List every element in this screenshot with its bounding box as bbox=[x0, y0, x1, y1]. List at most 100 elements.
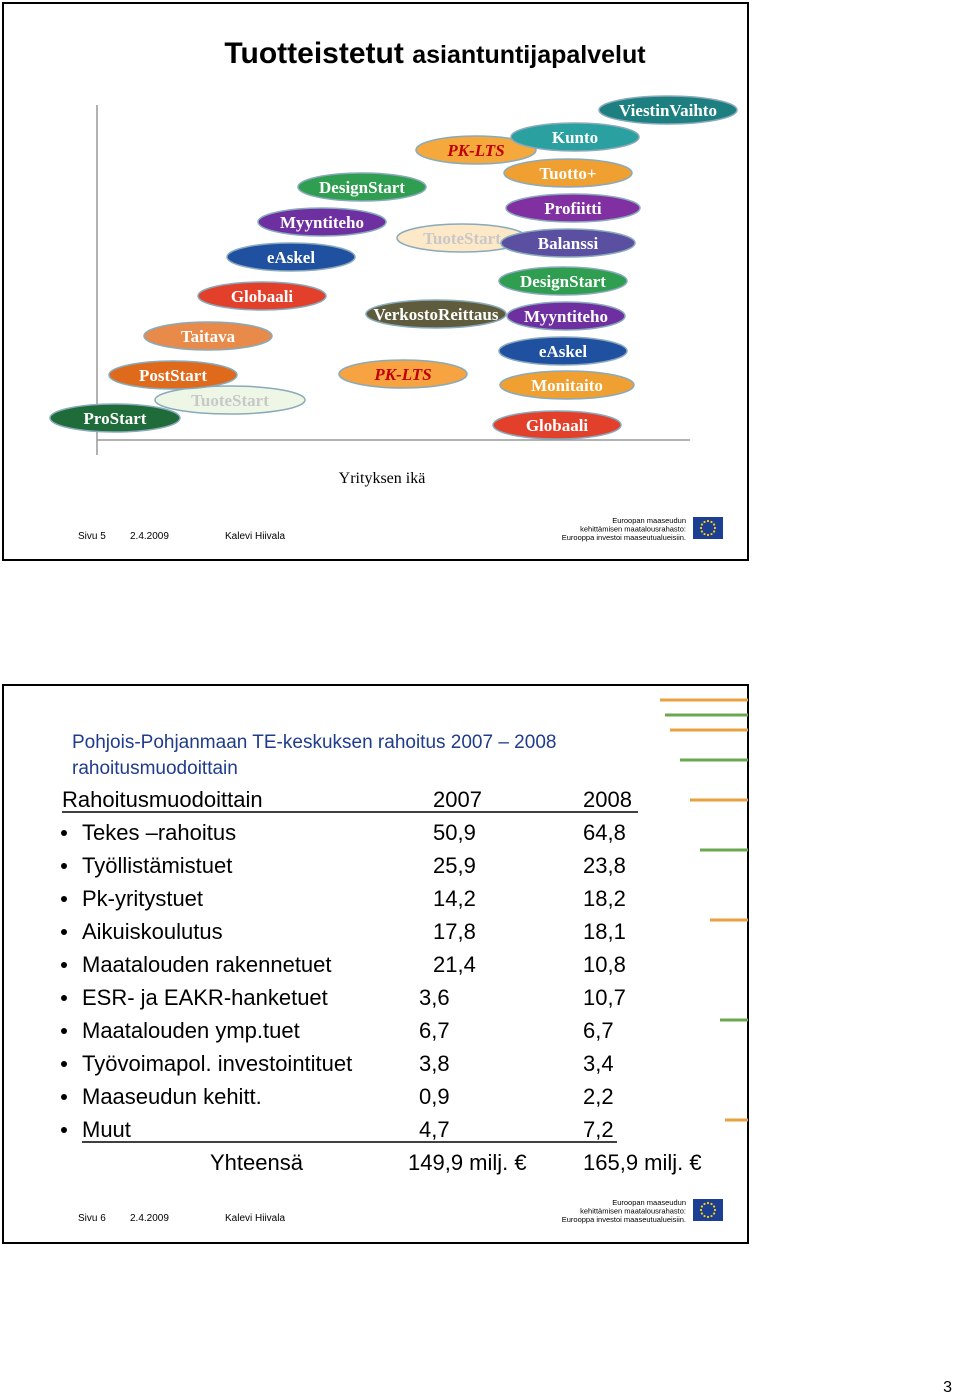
badge-shape bbox=[598, 95, 738, 125]
bullet bbox=[61, 1028, 67, 1034]
table-cell: Aikuiskoulutus bbox=[82, 919, 223, 944]
total-cell: 165,9 milj. € bbox=[583, 1150, 702, 1175]
table-cell: 3,8 bbox=[419, 1051, 450, 1076]
eu-star bbox=[703, 1214, 706, 1218]
eu-star bbox=[706, 1215, 710, 1219]
service-badge: Myyntiteho bbox=[257, 207, 387, 237]
table-cell: Maatalouden rakennetuet bbox=[82, 952, 332, 977]
service-badge: DesignStart bbox=[498, 266, 628, 296]
eu-text: Eurooppa investoi maaseutualueisiin. bbox=[562, 533, 686, 542]
eu-text: Euroopan maaseudun bbox=[612, 516, 686, 525]
badge-shape bbox=[506, 301, 626, 331]
eu-star bbox=[710, 532, 713, 536]
eu-star bbox=[700, 530, 704, 533]
table-cell: Työvoimapol. investointituet bbox=[82, 1051, 352, 1076]
service-badge: TuoteStart bbox=[154, 385, 306, 415]
table-cell: 3,4 bbox=[583, 1051, 614, 1076]
badge-label: TuoteStart bbox=[191, 391, 269, 410]
bullet bbox=[61, 995, 67, 1001]
badge-shape bbox=[505, 193, 641, 223]
badge-label: Kunto bbox=[552, 128, 598, 147]
eu-star bbox=[710, 1202, 713, 1206]
table-cell: 64,8 bbox=[583, 820, 626, 845]
eu-flag bbox=[693, 517, 723, 539]
footer-page: Sivu 6 bbox=[78, 1213, 106, 1224]
badge-shape bbox=[415, 135, 537, 165]
badge-label: Taitava bbox=[181, 327, 236, 346]
badge-shape bbox=[143, 321, 273, 351]
table-cell: Maatalouden ymp.tuet bbox=[82, 1018, 300, 1043]
eu-star bbox=[706, 1201, 710, 1205]
eu-star bbox=[699, 1208, 703, 1212]
badge-label: Profiitti bbox=[544, 199, 602, 218]
badge-label: TuoteStart bbox=[423, 229, 501, 248]
axis-label: Yrityksen ikä bbox=[339, 470, 426, 487]
badge-shape bbox=[257, 207, 387, 237]
badge-shape bbox=[108, 360, 238, 390]
eu-star bbox=[700, 523, 704, 526]
badge-label: Tuotto+ bbox=[539, 164, 596, 183]
badge-label: Monitaito bbox=[531, 376, 603, 395]
eu-star bbox=[710, 520, 713, 524]
table-cell: 2,2 bbox=[583, 1084, 614, 1109]
service-badge: VerkostoReittaus bbox=[365, 299, 507, 329]
title-rest: asiantuntijapalvelut bbox=[412, 41, 646, 69]
slide-heading: Pohjois-Pohjanmaan TE-keskuksen rahoitus… bbox=[72, 732, 556, 753]
table-cell: Pk-yritystuet bbox=[82, 886, 203, 911]
badge-shape bbox=[498, 336, 628, 366]
badge-shape bbox=[365, 299, 507, 329]
service-badge: Profiitti bbox=[505, 193, 641, 223]
service-badge: Tuotto+ bbox=[503, 158, 633, 188]
eu-text: kehittämisen maatalousrahasto: bbox=[580, 1207, 686, 1216]
eu-star bbox=[703, 532, 706, 536]
badge-label: DesignStart bbox=[319, 178, 405, 197]
total-cell: Yhteensä bbox=[210, 1150, 304, 1175]
table-cell: 50,9 bbox=[433, 820, 476, 845]
total-cell: 149,9 milj. € bbox=[408, 1150, 527, 1175]
badge-shape bbox=[338, 359, 468, 389]
service-badge: Monitaito bbox=[499, 370, 635, 400]
bullet bbox=[61, 1094, 67, 1100]
eu-star bbox=[710, 1214, 713, 1218]
table-cell: Tekes –rahoitus bbox=[82, 820, 236, 845]
axes bbox=[96, 105, 690, 455]
footer-author: Kalevi Hiivala bbox=[225, 531, 285, 542]
badge-label: PK-LTS bbox=[446, 141, 504, 160]
table-cell: 17,8 bbox=[433, 919, 476, 944]
footer-date: 2.4.2009 bbox=[130, 531, 169, 542]
table-cell: 4,7 bbox=[419, 1117, 450, 1142]
bullet bbox=[61, 962, 67, 968]
table-header: 2008 bbox=[583, 787, 632, 812]
service-badge: DesignStart bbox=[297, 172, 427, 202]
service-badge: Taitava bbox=[143, 321, 273, 351]
service-badge: PostStart bbox=[108, 360, 238, 390]
eu-star bbox=[699, 526, 703, 530]
bullet bbox=[61, 1127, 67, 1133]
badge-label: eAskel bbox=[539, 342, 587, 361]
table-cell: ESR- ja EAKR-hanketuet bbox=[82, 985, 328, 1010]
service-badge: Myyntiteho bbox=[506, 301, 626, 331]
eu-star bbox=[713, 526, 717, 530]
badge-label: Balanssi bbox=[538, 234, 599, 253]
service-badge: Kunto bbox=[510, 122, 640, 152]
badge-shape bbox=[49, 403, 181, 433]
table-cell: 10,7 bbox=[583, 985, 626, 1010]
footer-page: Sivu 5 bbox=[78, 531, 106, 542]
badge-label: PostStart bbox=[139, 366, 207, 385]
service-badge: eAskel bbox=[498, 336, 628, 366]
badge-label: Globaali bbox=[526, 416, 589, 435]
bullet bbox=[61, 830, 67, 836]
table-cell: 18,2 bbox=[583, 886, 626, 911]
badge-label: ViestinVaihto bbox=[619, 101, 717, 120]
table-cell: Muut bbox=[82, 1117, 131, 1142]
bullet bbox=[61, 929, 67, 935]
slide-frame bbox=[2, 684, 749, 1244]
badge-label: DesignStart bbox=[520, 272, 606, 291]
badge-label: eAskel bbox=[267, 248, 315, 267]
eu-star bbox=[703, 1202, 706, 1206]
service-badge: ProStart bbox=[49, 403, 181, 433]
table-cell: 3,6 bbox=[419, 985, 450, 1010]
service-badge: Globaali bbox=[492, 410, 622, 440]
service-badge: Balanssi bbox=[500, 228, 636, 258]
badge-shape bbox=[499, 370, 635, 400]
